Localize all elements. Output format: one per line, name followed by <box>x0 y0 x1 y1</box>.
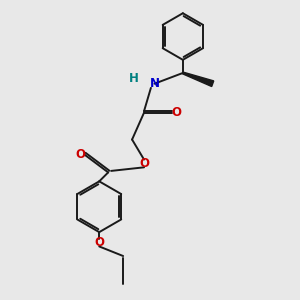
Text: N: N <box>149 77 160 90</box>
Polygon shape <box>182 72 214 86</box>
Text: O: O <box>139 157 149 170</box>
Text: H: H <box>129 72 139 86</box>
Text: O: O <box>75 148 85 161</box>
Text: O: O <box>172 106 182 119</box>
Text: O: O <box>94 236 104 249</box>
